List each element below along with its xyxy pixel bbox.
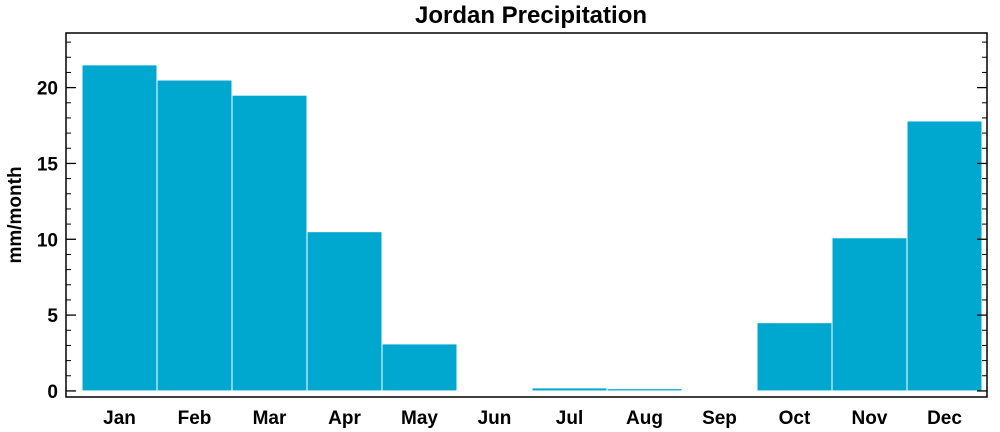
plot-frame: [65, 32, 988, 398]
x-tick-label-nov: Nov: [852, 408, 888, 429]
x-tick-label-oct: Oct: [779, 408, 811, 429]
chart-title: Jordan Precipitation: [415, 2, 647, 29]
bars-group: [81, 64, 983, 392]
x-tick-label-jan: Jan: [103, 408, 136, 429]
y-tick-label: 0: [47, 382, 58, 403]
y-tick-label: 20: [37, 79, 58, 100]
bar-jul: [531, 387, 608, 392]
x-tick-labels: Jan Feb Mar Apr May Jun Jul Aug Sep Oct Nov Dec: [103, 408, 962, 429]
x-tick-label-may: May: [401, 408, 438, 429]
bar-aug: [606, 388, 683, 392]
bar-dec: [906, 120, 983, 392]
bar-nov: [831, 237, 908, 392]
bar-may: [381, 343, 458, 392]
bar-jan: [81, 64, 158, 392]
x-tick-label-jul: Jul: [556, 408, 583, 429]
x-tick-label-jun: Jun: [478, 408, 512, 429]
x-tick-label-feb: Feb: [178, 408, 212, 429]
y-tick-label: 15: [37, 154, 59, 175]
x-tick-label-aug: Aug: [626, 408, 663, 429]
y-tick-label: 10: [37, 230, 58, 251]
axis-ticks: [66, 41, 987, 392]
x-tick-label-apr: Apr: [328, 408, 361, 429]
y-axis-label: mm/month: [5, 166, 26, 263]
bar-feb: [156, 79, 233, 392]
bar-mar: [231, 94, 308, 392]
bar-oct: [756, 322, 833, 392]
x-tick-label-dec: Dec: [927, 408, 962, 429]
bar-jun: [456, 389, 533, 392]
x-tick-label-mar: Mar: [253, 408, 287, 429]
x-tick-label-sep: Sep: [702, 408, 737, 429]
y-tick-labels: 0 5 10 15 20: [37, 79, 59, 403]
y-tick-label: 5: [47, 306, 58, 327]
bar-apr: [306, 231, 383, 392]
